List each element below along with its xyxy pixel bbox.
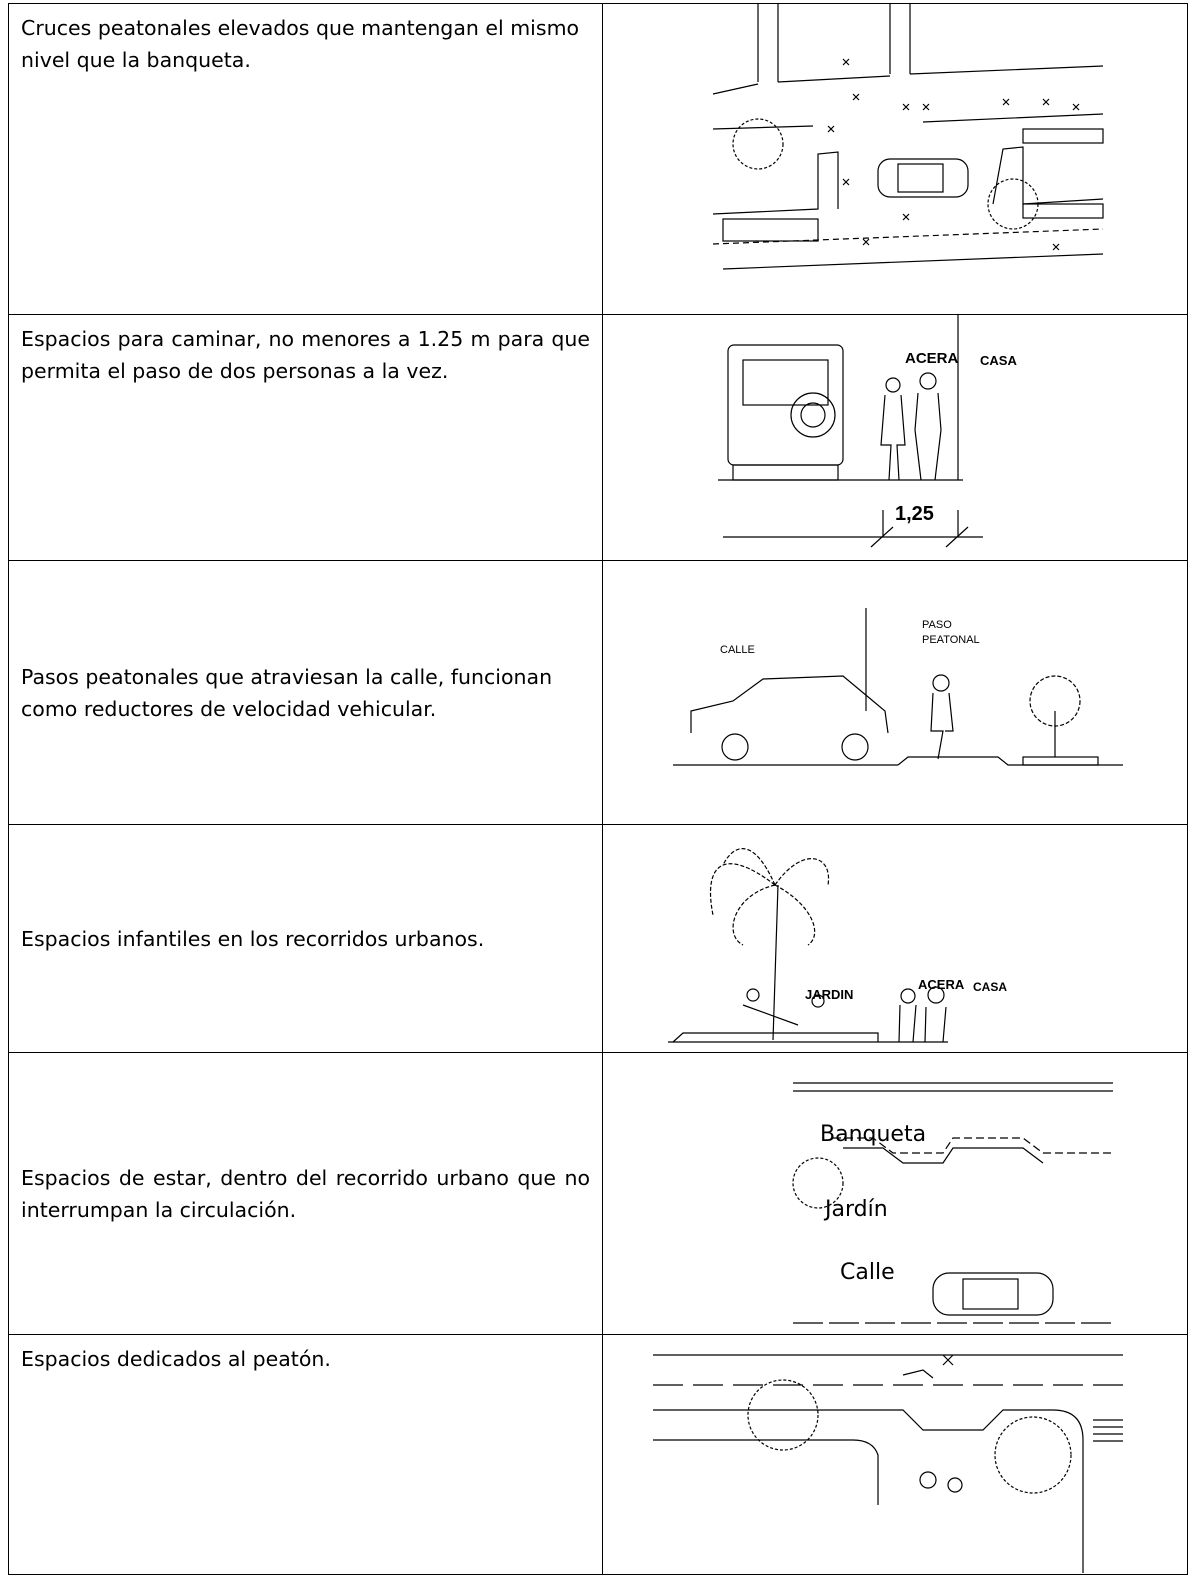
figure-crossing-plan xyxy=(712,4,1104,270)
table-row: Espacios infantiles en los recorridos ur… xyxy=(8,825,1188,1053)
table-row: Cruces peatonales elevados que mantengan… xyxy=(8,4,1188,315)
figure-label: ACERA xyxy=(918,977,965,992)
figure-label: Jardín xyxy=(823,1197,888,1222)
cell: CALLE PASO PEATONAL xyxy=(603,561,1188,824)
table-row: Espacios dedicados al peatón. xyxy=(8,1335,1188,1575)
figure-sidewalk-section: ACERA CASA 1,25 xyxy=(718,315,1017,548)
figure-crosswalk-section: CALLE PASO PEATONAL xyxy=(673,608,1123,766)
figure-label: PASO xyxy=(922,619,952,631)
table-row: Pasos peatonales que atraviesan la calle… xyxy=(8,561,1188,825)
cell: Espacios de estar, dentro del recorrido … xyxy=(8,1053,603,1334)
cell: Espacios infantiles en los recorridos ur… xyxy=(8,825,603,1052)
figure-label: Banqueta xyxy=(820,1122,926,1147)
figure-pedestrian-plan xyxy=(653,1354,1123,1573)
figure-label: 1,25 xyxy=(895,503,934,525)
cell: Espacios para caminar, no menores a 1.25… xyxy=(8,315,603,560)
cell: Banqueta Jardín Calle xyxy=(603,1053,1188,1334)
cell-text: Espacios infantiles en los recorridos ur… xyxy=(21,926,485,951)
cell-text: Espacios dedicados al peatón. xyxy=(21,1347,331,1371)
cell: Cruces peatonales elevados que mantengan… xyxy=(8,4,603,314)
cell: ACERA CASA 1,25 xyxy=(603,315,1188,560)
figure-label: CASA xyxy=(973,980,1007,994)
cell: JARDIN ACERA CASA xyxy=(603,825,1188,1052)
cell-text: Pasos peatonales que atraviesan la calle… xyxy=(21,664,553,721)
figure-label: ACERA xyxy=(905,350,959,367)
figure-label: Calle xyxy=(840,1260,895,1285)
cell-text: Espacios de estar, dentro del recorrido … xyxy=(21,1165,590,1222)
cell-text: Espacios para caminar, no menores a 1.25… xyxy=(21,327,590,383)
cell: Espacios dedicados al peatón. xyxy=(8,1335,603,1574)
figure-play-area: JARDIN ACERA CASA xyxy=(668,848,1007,1043)
cell xyxy=(603,4,1188,314)
cell: Pasos peatonales que atraviesan la calle… xyxy=(8,561,603,824)
table-row: Espacios de estar, dentro del recorrido … xyxy=(8,1053,1188,1335)
figure-rest-area-plan: Banqueta Jardín Calle xyxy=(792,1082,1113,1324)
figure-label: JARDIN xyxy=(805,987,853,1002)
figure-label: PEATONAL xyxy=(922,634,980,646)
table: Cruces peatonales elevados que mantengan… xyxy=(8,3,1188,1575)
cell-text: Cruces peatonales elevados que mantengan… xyxy=(21,16,580,72)
cell xyxy=(603,1335,1188,1574)
figure-label: CASA xyxy=(980,353,1017,368)
table-row: Espacios para caminar, no menores a 1.25… xyxy=(8,315,1188,561)
figure-label: CALLE xyxy=(720,644,755,656)
